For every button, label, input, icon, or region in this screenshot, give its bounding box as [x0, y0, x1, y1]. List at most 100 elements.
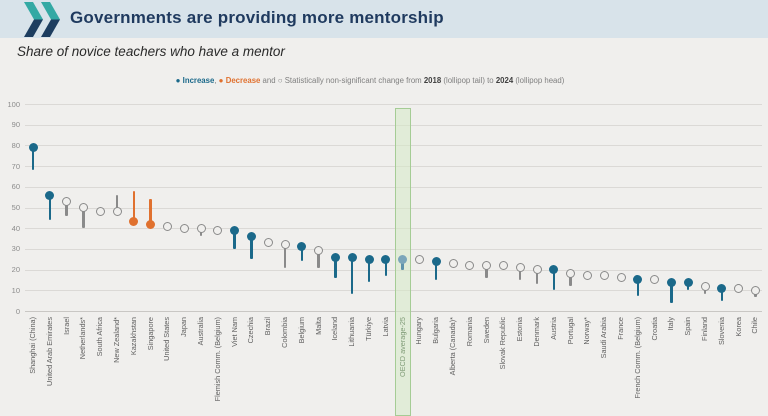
lollipop-stem [401, 259, 404, 270]
chevron-icon [41, 2, 60, 37]
x-axis-category-label: Italy [666, 317, 676, 331]
lollipop-stem [720, 288, 723, 301]
lollipop-head [717, 283, 727, 293]
x-axis-category-label: Malta [313, 317, 323, 335]
gridline [25, 104, 762, 105]
lollipop-head [398, 254, 408, 264]
lollipop-head [700, 281, 710, 291]
x-axis-category-label: Slovak Republic [498, 317, 508, 370]
x-axis-category-label: Türkiye [364, 317, 373, 341]
x-axis-category-label: OECD average-25 [397, 317, 407, 378]
x-axis-category-label: French Comm. (Belgium) [632, 317, 642, 399]
lollipop-head [297, 242, 307, 252]
lollipop-head [666, 277, 676, 287]
legend-year-end: 2024 [495, 76, 514, 85]
x-axis-category-label: Hungary [414, 317, 424, 345]
lollipop-head [431, 256, 441, 266]
lollipop-head [78, 203, 88, 212]
lollipop-head [515, 263, 525, 273]
lollipop-stem [48, 195, 51, 220]
y-axis-tick-label: 90 [11, 120, 20, 130]
lollipop-stem [132, 190, 135, 222]
lollipop-stem [435, 261, 438, 280]
lollipop-head [230, 225, 240, 235]
lollipop-head [246, 231, 256, 241]
increase-dot-icon: ● [175, 76, 181, 85]
lollipop-head [213, 225, 223, 235]
x-axis-category-label: Croatia [649, 317, 659, 341]
x-axis-category-label: Austria [548, 317, 558, 340]
lollipop-head [566, 269, 576, 279]
lollipop-head [549, 265, 559, 275]
x-axis-category-label: Israel [61, 317, 71, 335]
legend-tail-text: (lollipop tail) to [441, 76, 496, 85]
lollipop-stem [317, 250, 320, 268]
x-axis-category-label: South Africa [95, 317, 105, 357]
lollipop-stem [65, 201, 68, 216]
lollipop-head [414, 254, 424, 264]
x-axis-category-label: Slovenia [716, 317, 726, 345]
lollipop-head [633, 275, 643, 285]
talis-chevrons-logo [24, 2, 60, 37]
x-axis-category-label: Alberta (Canada)* [448, 317, 457, 376]
x-axis-category-label: France [616, 317, 625, 340]
x-axis-category-label: Flemish Comm. (Belgium) [212, 317, 222, 402]
header-band: Governments are providing more mentorshi… [0, 0, 768, 38]
lollipop-head [28, 142, 38, 152]
y-axis-tick-label: 30 [11, 244, 20, 254]
lollipop-head [129, 217, 139, 227]
lollipop-stem [552, 269, 555, 291]
lollipop-head [734, 283, 744, 293]
lollipop-head [381, 254, 391, 264]
lollipop-stem [82, 207, 85, 229]
lollipop-stem [519, 267, 522, 280]
legend-decrease-label: Decrease [225, 76, 261, 85]
lollipop-head [683, 277, 693, 287]
y-axis-tick-label: 0 [15, 306, 20, 316]
gridline [25, 290, 762, 292]
lollipop-head [146, 219, 156, 229]
y-axis-tick-label: 100 [7, 99, 20, 109]
x-axis-category-label: Netherlands* [78, 317, 88, 360]
lollipop-head [650, 275, 660, 285]
lollipop-head [95, 207, 105, 217]
x-axis-category-label: Estonia [515, 317, 525, 342]
lollipop-head [112, 207, 122, 217]
lollipop-stem [367, 259, 371, 283]
gridline [25, 269, 762, 271]
lollipop-stem [535, 269, 539, 285]
chart-subtitle: Share of novice teachers who have a ment… [17, 44, 285, 59]
y-axis-tick-label: 80 [11, 140, 20, 150]
x-axis-category-label: Belgium [296, 317, 306, 344]
legend-increase-label: Increase [182, 76, 215, 85]
lollipop-stem [636, 279, 639, 297]
x-axis-category-label: Denmark [532, 317, 541, 347]
lollipop-stem [384, 259, 387, 276]
y-axis-tick-label: 60 [11, 182, 20, 192]
x-axis-category-label: Chile [750, 317, 760, 334]
x-axis-category-label: United States [162, 317, 172, 361]
gridline [25, 186, 762, 188]
lollipop-head [599, 271, 609, 281]
decrease-dot-icon: ● [218, 76, 224, 85]
lollipop-head [347, 252, 357, 262]
lollipop-head [750, 285, 760, 295]
lollipop-head [196, 223, 206, 233]
lollipop-head [330, 252, 340, 262]
lollipop-head [314, 246, 324, 256]
y-axis-tick-label: 20 [11, 265, 20, 275]
nonsignificant-circle-icon: ○ [277, 76, 283, 85]
x-axis-category-label: Singapore [145, 317, 155, 351]
lollipop-head [179, 223, 189, 233]
x-axis-category-label: United Arab Emirates [44, 317, 54, 386]
lollipop-head [263, 238, 273, 248]
gridline [25, 145, 762, 147]
lollipop-head [448, 258, 458, 268]
y-axis-tick-label: 10 [11, 285, 20, 295]
legend-year-start: 2018 [423, 76, 442, 85]
gridline [25, 207, 762, 209]
lollipop-stem [485, 265, 488, 278]
lollipop-stem [31, 147, 35, 171]
lollipop-stem [300, 246, 303, 262]
x-axis-category-label: Lithuania [347, 317, 357, 347]
